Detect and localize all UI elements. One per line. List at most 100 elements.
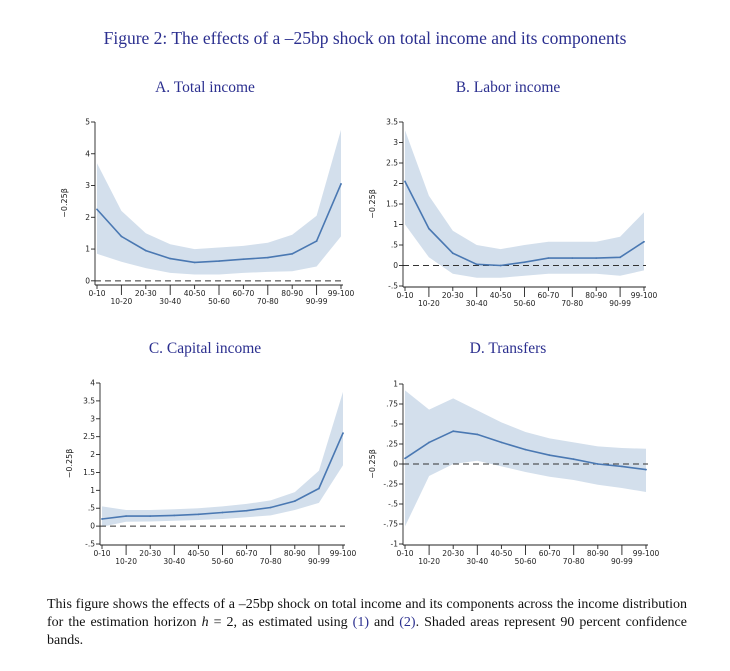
estimate-point [125,515,127,517]
x-tick-label: 70-80 [260,557,282,566]
estimate-point [342,432,344,434]
y-tick-label: 4 [85,149,90,158]
estimate-point [218,260,220,263]
estimate-point [293,500,296,502]
caption-ref-1[interactable]: (1) [352,615,369,630]
estimate-point [571,257,574,260]
x-tick-label: 60-70 [233,289,255,298]
estimate-point [548,454,551,457]
x-tick-label: 10-20 [418,557,440,566]
y-axis-label: −0.25β [65,449,74,479]
y-tick-label: 3 [85,181,90,190]
panel-title-c: C. Capital income [148,340,262,357]
x-tick-label: 90-99 [609,299,631,308]
y-tick-label: 0 [85,276,90,285]
figure-title: Figure 2: The effects of a –25bp shock o… [103,28,627,48]
confidence-band [97,129,341,275]
x-tick-label: 60-70 [538,291,560,300]
x-tick-label: 70-80 [257,297,279,306]
estimate-point [645,468,647,471]
estimate-point [499,264,502,267]
estimate-point [221,511,224,514]
estimate-point [144,249,147,252]
y-tick-label: .5 [391,241,398,250]
estimate-point [291,252,294,255]
x-tick-label: 99-100 [633,549,660,558]
estimate-point [524,448,527,451]
caption-text-3: and [369,615,400,630]
y-tick-label: -.25 [383,480,398,489]
x-tick-label: 30-40 [159,297,181,306]
x-tick-label: 10-20 [115,557,137,566]
x-tick-label: 30-40 [466,557,488,566]
estimate-point [245,509,248,512]
x-tick-label: 0-10 [396,291,413,300]
estimate-point [197,513,200,516]
confidence-band [405,390,646,527]
y-tick-label: 0 [90,522,95,531]
caption-text-4: . Shaded areas represent 90 percent conf… [47,615,687,648]
estimate-point [451,252,454,255]
y-axis-label: −0.25β [60,188,69,218]
x-tick-label: 90-99 [306,297,328,306]
y-tick-label: 2 [85,213,90,222]
y-tick-label: 2 [393,179,398,188]
x-tick-label: 20-30 [135,289,157,298]
estimate-point [500,441,503,444]
estimate-point [404,180,406,183]
y-tick-label: 1 [90,486,95,495]
y-axis-label: −0.25β [368,449,377,479]
chart-labor-income: -.5 0 .5 1 1.5 2 2.5 3 3.5 −0.25β 0-10 10-2020-3030… [368,118,658,309]
x-tick-label: 20-30 [442,549,464,558]
y-tick-label: -1 [391,540,399,549]
y-tick-label: 2.5 [386,159,398,168]
estimate-point [404,457,406,460]
x-tick-label: 40-50 [184,289,206,298]
x-tick-label: 20-30 [442,291,464,300]
estimate-point [595,257,598,260]
x-tick-label: 40-50 [490,291,512,300]
estimate-point [619,256,621,259]
panel-title-b: B. Labor income [455,79,561,96]
estimate-point [428,227,430,230]
x-tick-label: 90-99 [611,557,633,566]
estimate-point [242,258,245,261]
x-tick-label: 80-90 [585,291,607,300]
x-tick-label: 40-50 [188,549,210,558]
estimate-point [340,183,342,185]
estimate-point [318,487,320,490]
estimate-point [596,463,599,465]
x-tick-label: 50-60 [514,299,536,308]
x-tick-label: 99-100 [631,291,658,300]
x-tick-label: 60-70 [539,549,561,558]
y-tick-label: 5 [85,118,90,127]
y-tick-label: 2 [90,450,95,459]
estimate-point [193,261,196,264]
y-axis-label: −0.25β [368,189,377,219]
estimate-point [149,515,152,517]
y-tick-label: -.5 [388,500,398,509]
estimate-point [428,441,430,444]
y-tick-label: 0 [393,460,398,469]
y-tick-label: 1.5 [386,200,398,209]
caption-ref-2[interactable]: (2) [399,615,416,630]
x-tick-label: 0-10 [88,289,105,298]
x-tick-label: 50-60 [212,557,234,566]
chart-transfers: -1 -.75 -.5 -.25 0 .25 .5 .75 1 −0.25β 0-10 10-2020… [368,380,660,567]
y-tick-label: 1.5 [83,468,95,477]
y-tick-label: -.75 [383,520,398,529]
x-tick-label: 50-60 [208,297,230,306]
y-tick-label: 1 [393,380,398,389]
x-tick-label: 90-99 [308,557,330,566]
panel-title-d: D. Transfers [469,340,547,357]
y-tick-label: 3.5 [83,396,95,405]
chart-total-income: 0 1 2 3 4 5 −0.25β 0-10 10-2020-3030-4040-5050-6… [60,118,355,307]
y-tick-label: 1 [85,245,90,254]
y-tick-label: 1 [393,220,398,229]
estimate-point [266,256,269,259]
y-tick-label: .5 [88,504,95,513]
estimate-point [523,261,526,264]
panel-title-a: A. Total income [155,79,255,96]
estimate-point [572,458,575,461]
y-tick-label: 2.5 [83,432,95,441]
